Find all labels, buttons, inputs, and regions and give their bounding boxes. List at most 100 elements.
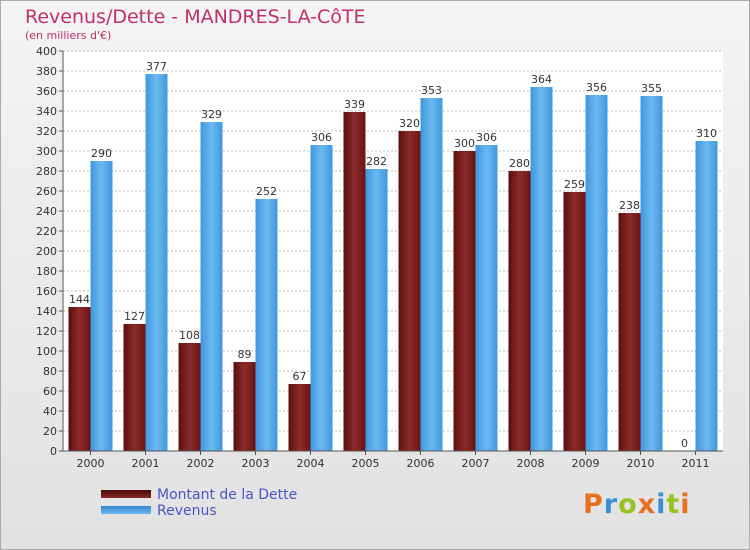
bar-debt-2010 (618, 213, 641, 451)
y-tick-label-160: 160 (36, 285, 57, 298)
x-tick-label-2005: 2005 (352, 457, 380, 470)
logo-letter: i (656, 489, 667, 520)
x-tick-label-2000: 2000 (77, 457, 105, 470)
x-tick-label-2003: 2003 (242, 457, 270, 470)
data-label-revenue-2008: 364 (531, 73, 552, 86)
data-label-revenue-2011: 310 (696, 127, 717, 140)
bar-revenue-2001 (145, 74, 168, 451)
bar-debt-2007 (453, 151, 476, 451)
data-label-revenue-2007: 306 (476, 131, 497, 144)
data-label-debt-2010: 238 (619, 199, 640, 212)
y-tick-label-220: 220 (36, 225, 57, 238)
data-label-debt-2003: 89 (238, 348, 252, 361)
y-tick-label-280: 280 (36, 165, 57, 178)
y-tick-label-200: 200 (36, 245, 57, 258)
x-tick-label-2008: 2008 (517, 457, 545, 470)
x-tick-label-2002: 2002 (187, 457, 215, 470)
data-label-debt-2005: 339 (344, 98, 365, 111)
legend-label-revenue: Revenus (157, 503, 217, 519)
data-label-revenue-2009: 356 (586, 81, 607, 94)
x-tick-label-2004: 2004 (297, 457, 325, 470)
data-label-revenue-2001: 377 (146, 60, 167, 73)
data-label-debt-2008: 280 (509, 157, 530, 170)
bars (68, 74, 718, 451)
bar-revenue-2004 (310, 145, 333, 451)
x-tick-label-2009: 2009 (572, 457, 600, 470)
data-label-debt-2004: 67 (293, 370, 307, 383)
x-tick-label-2010: 2010 (627, 457, 655, 470)
data-label-revenue-2003: 252 (256, 185, 277, 198)
bar-revenue-2000 (90, 161, 113, 451)
y-tick-label-300: 300 (36, 145, 57, 158)
y-tick-label-0: 0 (50, 445, 57, 458)
x-tick-label-2001: 2001 (132, 457, 160, 470)
x-tick-label-2011: 2011 (682, 457, 710, 470)
legend-label-debt: Montant de la Dette (157, 487, 298, 503)
x-tick-label-2007: 2007 (462, 457, 490, 470)
proxiti-logo: Proxiti (583, 489, 691, 520)
chart-title: Revenus/Dette - MANDRES-LA-CôTE (25, 6, 366, 28)
data-label-revenue-2000: 290 (91, 147, 112, 160)
x-tick-label-2006: 2006 (407, 457, 435, 470)
bar-revenue-2007 (475, 145, 498, 451)
bar-debt-2002 (178, 343, 201, 451)
logo-letter: x (637, 489, 657, 520)
y-tick-label-340: 340 (36, 105, 57, 118)
y-tick-label-60: 60 (43, 385, 57, 398)
logo-letter: t (666, 489, 681, 520)
bar-debt-2001 (123, 324, 146, 451)
bar-debt-2005 (343, 112, 366, 451)
data-label-revenue-2005: 282 (366, 155, 387, 168)
logo-letter: P (583, 489, 604, 520)
bar-debt-2000 (68, 307, 91, 451)
y-tick-label-380: 380 (36, 65, 57, 78)
grid-lines (63, 50, 723, 452)
data-label-debt-2006: 320 (399, 117, 420, 130)
data-label-revenue-2006: 353 (421, 84, 442, 97)
bar-debt-2004 (288, 384, 311, 451)
y-tick-label-320: 320 (36, 125, 57, 138)
y-tick-label-80: 80 (43, 365, 57, 378)
data-label-revenue-2010: 355 (641, 82, 662, 95)
bar-revenue-2010 (640, 96, 663, 451)
legend-swatch-revenue (101, 506, 151, 514)
data-label-debt-2000: 144 (69, 293, 90, 306)
y-axis: 0 20 40 60 80 100 120 140 160 180 200 220 240 260 280 3… (36, 45, 64, 458)
bar-revenue-2006 (420, 98, 443, 451)
y-tick-label-260: 260 (36, 185, 57, 198)
bar-revenue-2011 (695, 141, 718, 451)
bar-revenue-2003 (255, 199, 278, 451)
bar-revenue-2009 (585, 95, 608, 451)
chart-subtitle: (en milliers d'€) (25, 29, 112, 42)
legend-swatch-debt (101, 490, 151, 498)
data-label-revenue-2004: 306 (311, 131, 332, 144)
y-tick-label-40: 40 (43, 405, 57, 418)
y-tick-label-400: 400 (36, 45, 57, 58)
logo-letter: i (680, 489, 691, 520)
data-labels: 144 290 127 377 108 329 89 252 67 306 339 282 320 353… (69, 60, 717, 450)
bar-debt-2006 (398, 131, 421, 451)
bar-revenue-2005 (365, 169, 388, 451)
y-tick-label-20: 20 (43, 425, 57, 438)
y-tick-label-100: 100 (36, 345, 57, 358)
logo-letter: r (603, 489, 619, 520)
y-tick-label-140: 140 (36, 305, 57, 318)
y-tick-label-120: 120 (36, 325, 57, 338)
bar-debt-2008 (508, 171, 531, 451)
y-tick-label-180: 180 (36, 265, 57, 278)
data-label-debt-2001: 127 (124, 310, 145, 323)
logo-letter: o (618, 489, 638, 520)
bar-debt-2003 (233, 362, 256, 451)
data-label-debt-2011: 0 (681, 437, 688, 450)
bar-debt-2009 (563, 192, 586, 451)
data-label-debt-2009: 259 (564, 178, 585, 191)
data-label-debt-2007: 300 (454, 137, 475, 150)
data-label-debt-2002: 108 (179, 329, 200, 342)
y-tick-label-360: 360 (36, 85, 57, 98)
y-tick-label-240: 240 (36, 205, 57, 218)
x-axis: 2000 2001 2002 2003 2004 2005 2006 2007 2008 2009… (63, 450, 723, 470)
bar-revenue-2008 (530, 87, 553, 451)
data-label-revenue-2002: 329 (201, 108, 222, 121)
